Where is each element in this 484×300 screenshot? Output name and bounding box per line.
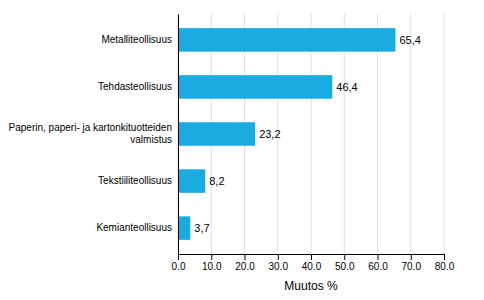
tick-label-line: valmistus bbox=[130, 134, 172, 145]
tick: 0.0 bbox=[172, 254, 186, 272]
bar bbox=[178, 216, 190, 240]
bars bbox=[178, 28, 395, 240]
data-labels: 3,7 8,2 23,2 46,4 65,4 bbox=[194, 34, 421, 234]
tick: 10.0 bbox=[202, 254, 222, 272]
tick-label: Metalliteollisuus bbox=[101, 34, 172, 45]
tick-label: Tehdasteollisuus bbox=[98, 81, 172, 92]
axis-line bbox=[179, 255, 445, 261]
tick-label: 50.0 bbox=[335, 261, 355, 272]
tick: 70.0 bbox=[402, 254, 422, 272]
tick-mark bbox=[311, 254, 312, 260]
tick-label: 20.0 bbox=[235, 261, 255, 272]
axis-line bbox=[178, 15, 179, 255]
bar bbox=[178, 28, 395, 52]
tick: Paperin, paperi- ja kartonkituotteidenva… bbox=[9, 122, 178, 145]
tick-mark bbox=[178, 254, 179, 260]
tick-mark bbox=[344, 254, 345, 260]
tick-label: 30.0 bbox=[269, 261, 289, 272]
tick-label: Tekstiiliteollisuus bbox=[98, 175, 172, 186]
tick: 30.0 bbox=[269, 254, 289, 272]
tick: Kemianteollisuus bbox=[96, 222, 178, 233]
y-axis: Kemianteollisuus Tekstiiliteollisuus Paper… bbox=[9, 15, 179, 255]
tick: 40.0 bbox=[302, 254, 322, 272]
tick-mark bbox=[245, 254, 246, 260]
x-axis-title: Muutos % bbox=[284, 279, 338, 293]
tick: Metalliteollisuus bbox=[101, 34, 178, 45]
bar bbox=[178, 169, 205, 193]
tick: 80.0 bbox=[435, 254, 455, 272]
tick-mark bbox=[411, 254, 412, 260]
tick-label: Paperin, paperi- ja kartonkituotteidenva… bbox=[9, 122, 172, 145]
tick-label: Kemianteollisuus bbox=[96, 222, 172, 233]
plot: 3,7 8,2 23,2 46,4 65,4 0.0 10.0 20.0 30.0 40.0 50.… bbox=[9, 14, 455, 293]
tick-mark bbox=[278, 254, 279, 260]
tick: 50.0 bbox=[335, 254, 355, 272]
bar bbox=[178, 122, 255, 146]
data-label: 8,2 bbox=[209, 175, 224, 187]
tick-label: 80.0 bbox=[435, 261, 455, 272]
tick-label: 10.0 bbox=[202, 261, 222, 272]
tick-mark bbox=[378, 254, 379, 260]
data-label: 3,7 bbox=[194, 222, 209, 234]
grid-line bbox=[410, 14, 411, 254]
data-label: 46,4 bbox=[336, 81, 357, 93]
grid-line bbox=[178, 14, 179, 254]
tick-label-line: Paperin, paperi- ja kartonkituotteiden bbox=[9, 122, 172, 133]
tick-label: 40.0 bbox=[302, 261, 322, 272]
tick-mark bbox=[444, 254, 445, 260]
chart: 3,7 8,2 23,2 46,4 65,4 0.0 10.0 20.0 30.0 40.0 50.… bbox=[0, 0, 484, 300]
tick-label: 60.0 bbox=[368, 261, 388, 272]
tick-label: 0.0 bbox=[172, 261, 186, 272]
data-label: 23,2 bbox=[259, 128, 280, 140]
tick: Tehdasteollisuus bbox=[98, 81, 178, 92]
x-axis: 0.0 10.0 20.0 30.0 40.0 50.0 60.0 70.0 80.0 bbox=[172, 254, 455, 272]
tick: 20.0 bbox=[235, 254, 255, 272]
bar bbox=[178, 75, 332, 99]
grid-line bbox=[444, 14, 445, 254]
data-label: 65,4 bbox=[399, 34, 420, 46]
tick: Tekstiiliteollisuus bbox=[98, 175, 178, 186]
tick: 60.0 bbox=[368, 254, 388, 272]
grid bbox=[178, 14, 444, 254]
tick-label: 70.0 bbox=[402, 261, 422, 272]
tick-mark bbox=[211, 254, 212, 260]
